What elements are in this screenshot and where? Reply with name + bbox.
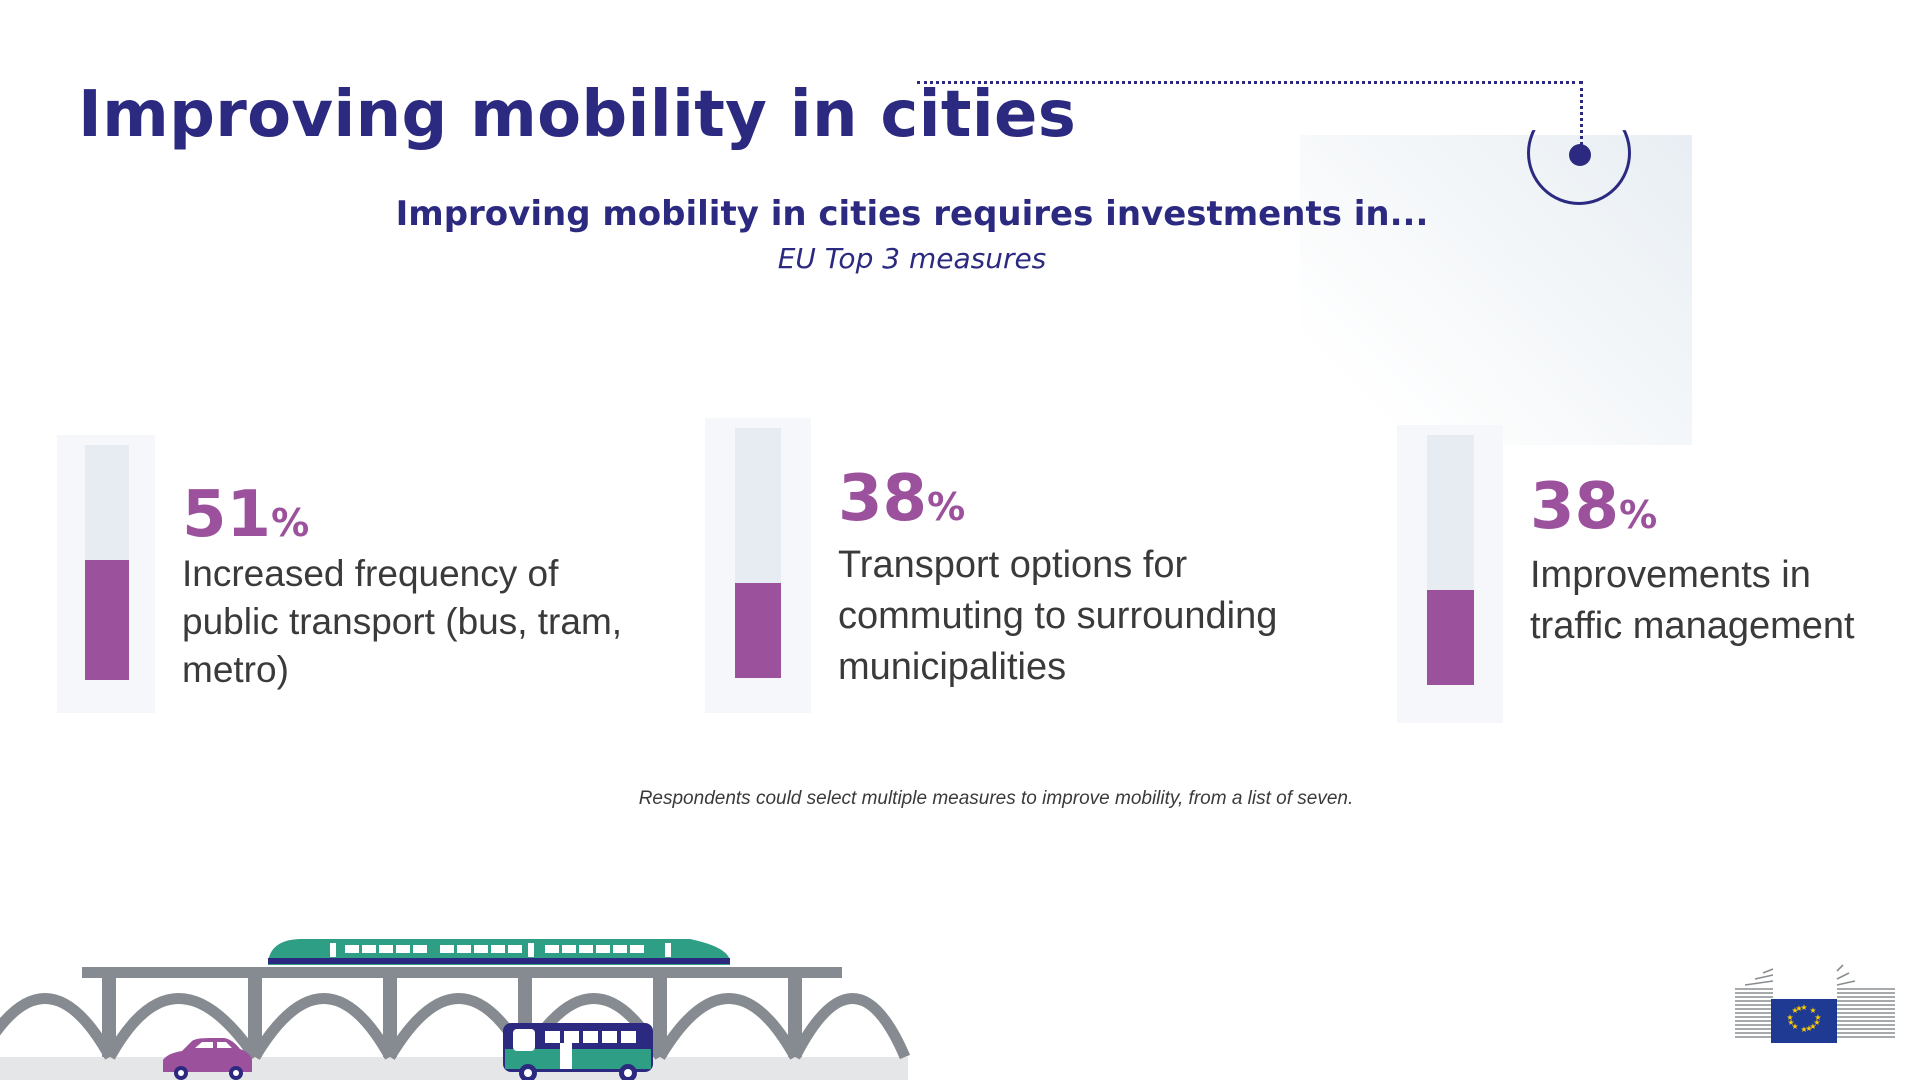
eu-commission-logo: ★ ★★ ★★★ ★★★ ★★★ bbox=[1735, 964, 1895, 1043]
svg-text:★: ★ bbox=[1809, 1006, 1816, 1015]
car-icon bbox=[163, 1038, 252, 1080]
measure-3-label: Improvements in traffic management bbox=[1530, 554, 1855, 647]
measure-2-label: Transport options for commuting to surro… bbox=[838, 544, 1278, 688]
measure-2-percent: 38% bbox=[838, 462, 965, 536]
svg-text:★: ★ bbox=[1813, 1018, 1820, 1027]
measure-2-unit: % bbox=[927, 485, 966, 529]
measure-3-unit: % bbox=[1619, 493, 1658, 537]
bar-fill-1 bbox=[85, 560, 129, 680]
bar-fill-3 bbox=[1427, 590, 1474, 685]
svg-text:★: ★ bbox=[1787, 1018, 1794, 1027]
ground bbox=[0, 1057, 908, 1080]
svg-text:★: ★ bbox=[1800, 1003, 1807, 1012]
svg-text:★: ★ bbox=[1791, 1006, 1798, 1015]
measure-1-unit: % bbox=[271, 501, 310, 545]
background-glow bbox=[1300, 135, 1692, 445]
measure-1-value: 51 bbox=[182, 478, 272, 552]
train-icon bbox=[268, 939, 730, 965]
measure-1-label: Increased frequency of public transport … bbox=[182, 553, 623, 690]
svg-text:★: ★ bbox=[1791, 1022, 1798, 1031]
measure-1-percent: 51% bbox=[182, 478, 309, 552]
chart-subtitle: Improving mobility in cities requires in… bbox=[395, 194, 1429, 234]
dotted-connector-drop bbox=[1580, 81, 1583, 151]
dotted-connector-line bbox=[917, 81, 1582, 84]
measure-3-percent: 38% bbox=[1530, 470, 1657, 544]
transport-illustration bbox=[0, 939, 911, 1080]
svg-text:★: ★ bbox=[1809, 1022, 1816, 1031]
viaduct-icon bbox=[0, 993, 911, 1061]
svg-text:★: ★ bbox=[1800, 1025, 1807, 1034]
svg-text:★: ★ bbox=[1795, 1004, 1802, 1013]
bus-icon bbox=[503, 1023, 653, 1080]
chart-caption: EU Top 3 measures bbox=[777, 242, 1047, 275]
bar-fill-2 bbox=[735, 583, 781, 678]
page-title: Improving mobility in cities bbox=[78, 78, 1077, 152]
measure-3-value: 38 bbox=[1530, 470, 1620, 544]
svg-text:★: ★ bbox=[1786, 1013, 1793, 1022]
svg-text:★: ★ bbox=[1805, 1024, 1812, 1033]
target-dot-icon bbox=[1569, 144, 1591, 166]
svg-text:★: ★ bbox=[1814, 1013, 1821, 1022]
measure-2-value: 38 bbox=[838, 462, 928, 536]
footnote: Respondents could select multiple measur… bbox=[638, 788, 1354, 809]
